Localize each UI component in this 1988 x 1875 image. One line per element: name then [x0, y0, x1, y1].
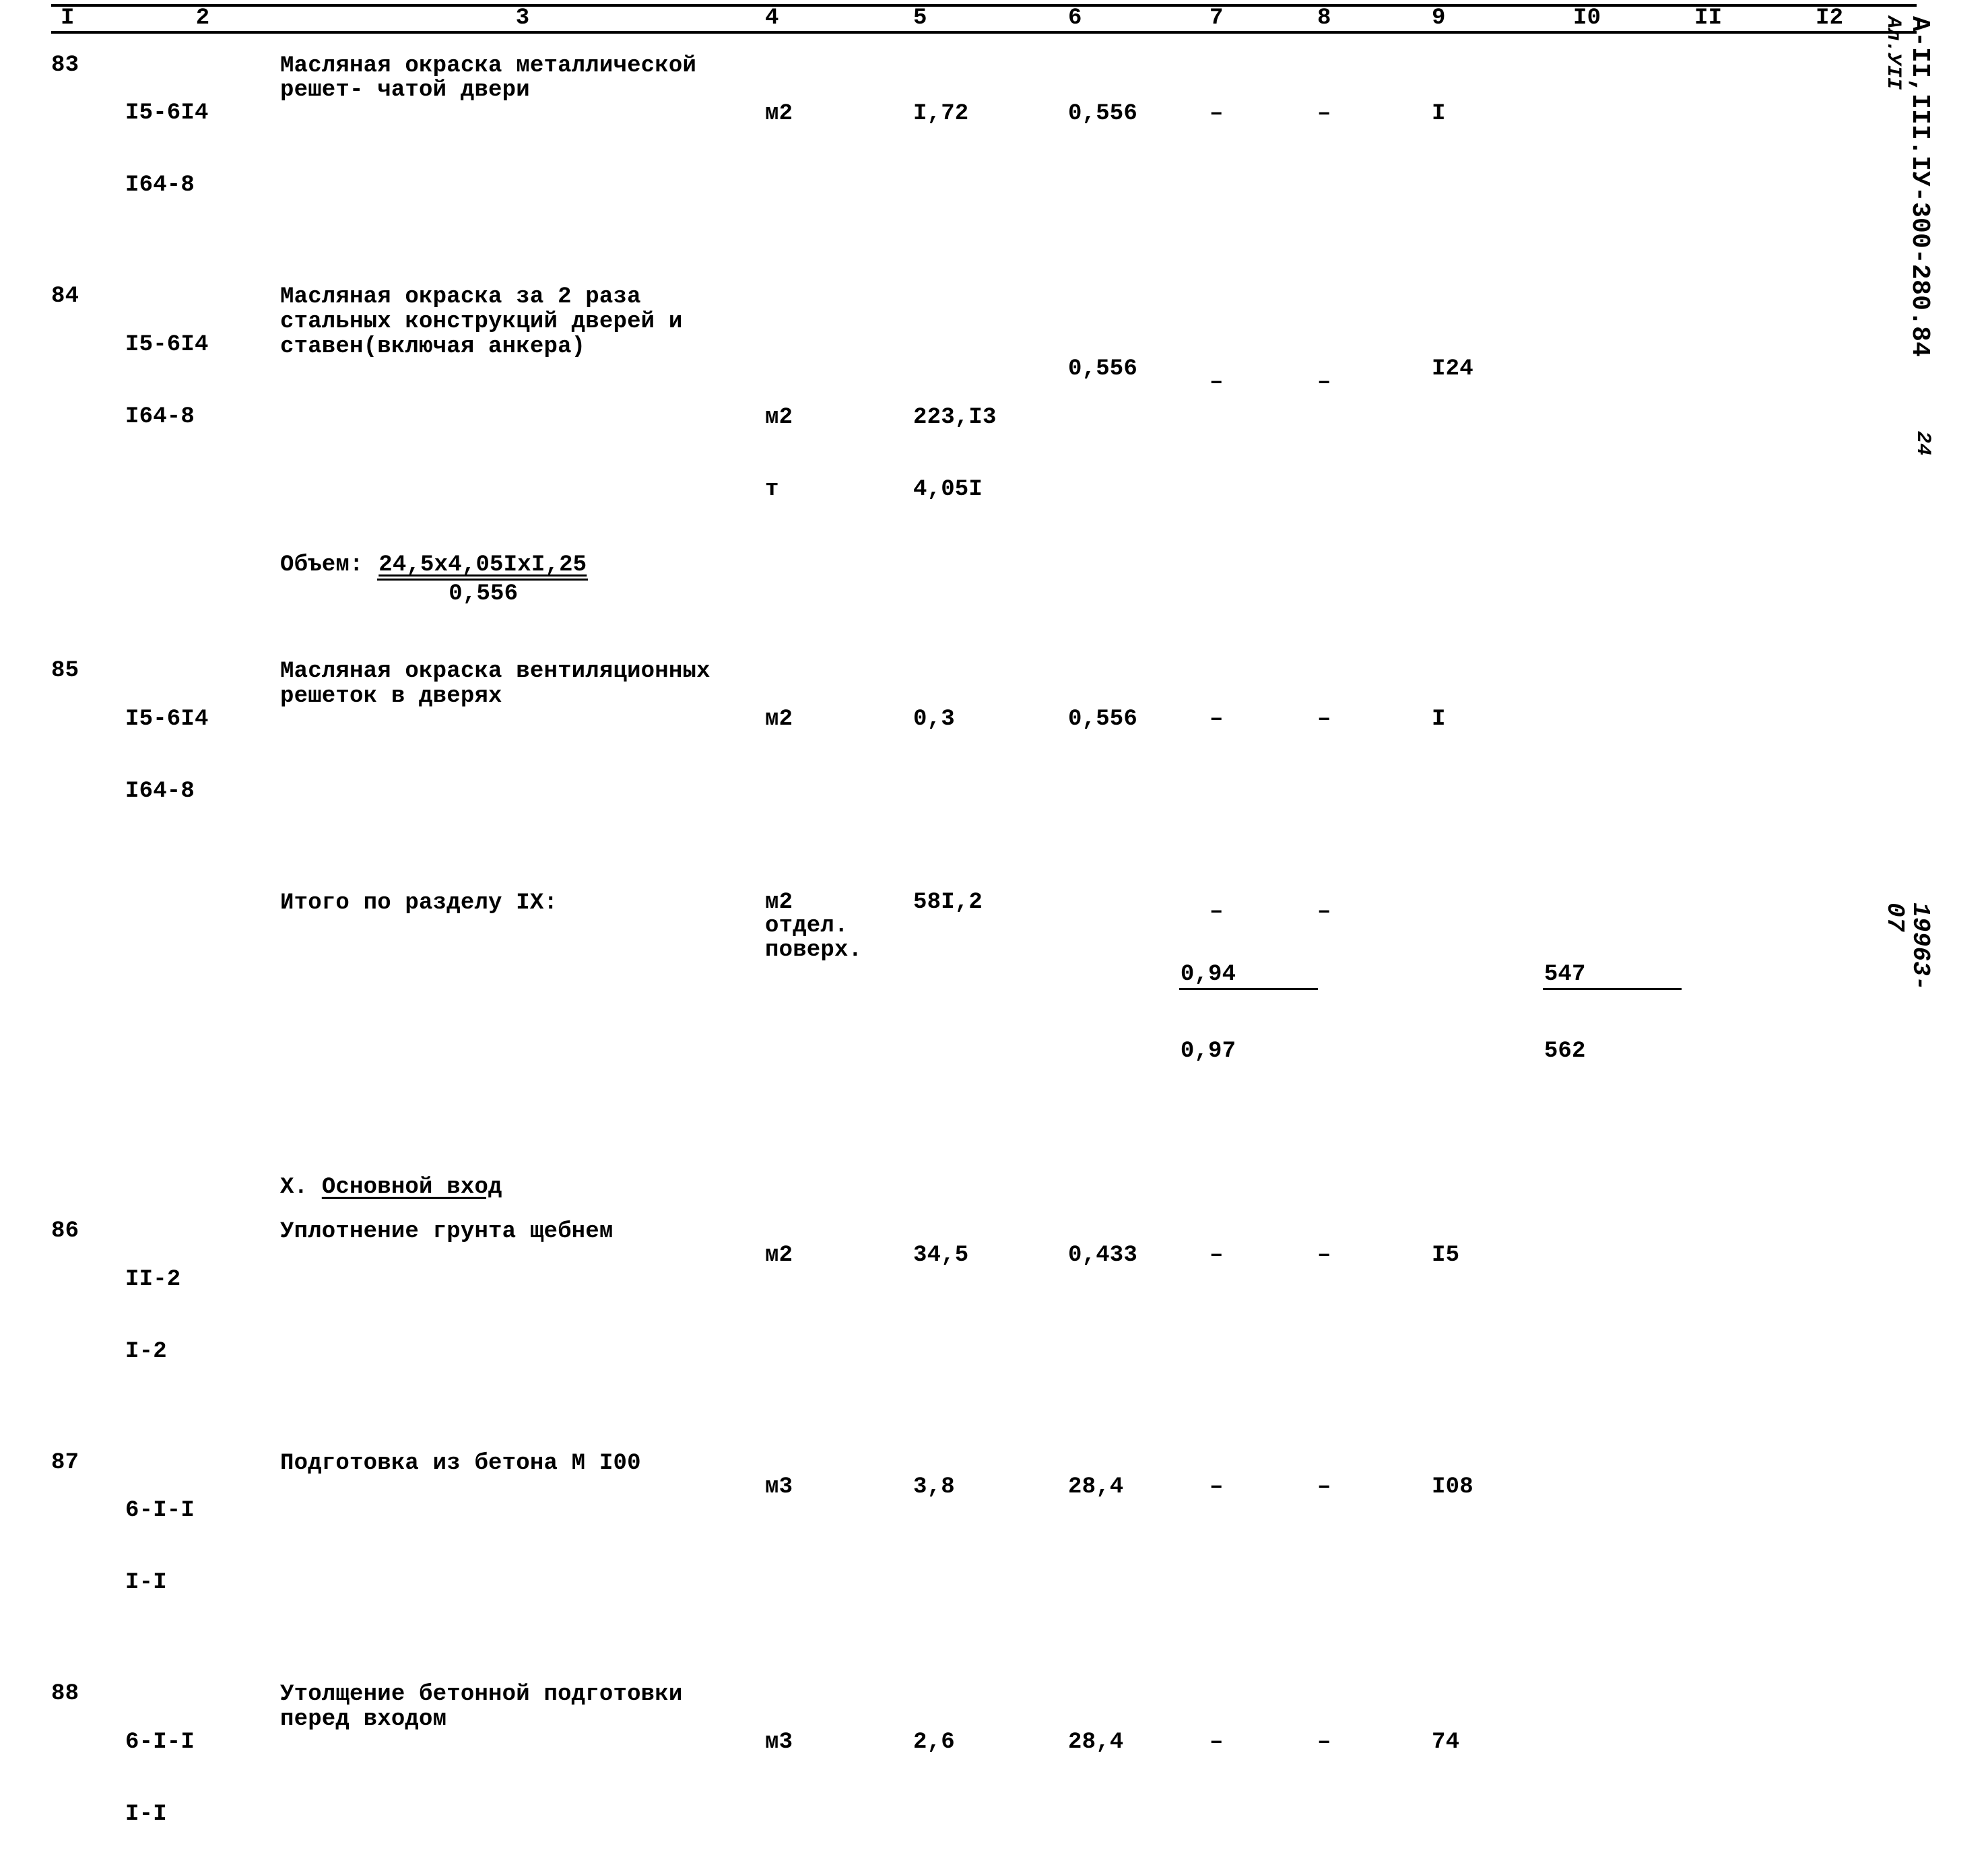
description: Утолщение бетонной подготовки перед вход…	[280, 1682, 765, 1875]
col-5: 5	[913, 5, 927, 31]
col-12: I2	[1816, 5, 1843, 31]
table-row-volume: Объем: 24,5х4,05IхI,25 0,556	[51, 550, 1917, 607]
volume-den: 0,556	[377, 581, 588, 607]
code-a: I5-6I4	[125, 708, 280, 732]
col9: I	[1432, 54, 1573, 246]
col9: I08	[1432, 1451, 1573, 1644]
rate: 0,556	[1068, 54, 1210, 246]
col9: I	[1432, 659, 1573, 852]
col7: –	[1210, 1682, 1317, 1875]
table-row: 88 6-I-I I-I Утолщение бетонной подготов…	[51, 1682, 1917, 1875]
col8: –	[1317, 54, 1432, 246]
col-10: I0	[1573, 5, 1601, 31]
row-number: 85	[51, 659, 125, 852]
code-a: 6-I-I	[125, 1499, 280, 1523]
code-b: I-I	[125, 1571, 280, 1596]
unit-top: м2	[765, 406, 913, 430]
unit: м3	[765, 1682, 913, 1875]
rate: 28,4	[1068, 1451, 1210, 1644]
code-a: 6-I-I	[125, 1731, 280, 1755]
row-number: 87	[51, 1451, 125, 1644]
col7: –	[1210, 659, 1317, 852]
table-row: 84 I5-6I4 I64-8 Масляная окраска за 2 ра…	[51, 285, 1917, 550]
section-heading-row: X. Основной вход	[51, 1175, 1917, 1200]
col7: –	[1210, 1451, 1317, 1644]
itogo-rate-n: 0,94	[1179, 963, 1318, 991]
unit-bot: т	[765, 478, 913, 502]
col-6: 6	[1068, 5, 1082, 31]
rate: 0,556	[1068, 659, 1210, 852]
itogo-qty: 58I,2	[913, 891, 1068, 1136]
description: Подготовка из бетона М I00	[280, 1451, 765, 1644]
table-row: 86 II-2 I-2 Уплотнение грунта щебнем м2 …	[51, 1220, 1917, 1412]
estimate-table: I 2 3 4 5 6 7 8 9 I0 II I2 83 I5-6I4 I64…	[51, 4, 1917, 1875]
section-x-title: Основной вход	[322, 1175, 502, 1200]
itogo-unit: м2 отдел. поверх.	[765, 891, 913, 1136]
itogo-rate-d: 0,97	[1179, 1039, 1318, 1064]
col7: –	[1210, 285, 1317, 550]
code-b: I64-8	[125, 405, 280, 430]
col-9: 9	[1432, 5, 1446, 31]
table-row: 87 6-I-I I-I Подготовка из бетона М I00 …	[51, 1451, 1917, 1644]
col-2: 2	[196, 5, 210, 31]
document-page: А-II,III.IУ-300-280.84 Ал.УII 24 19963-0…	[0, 0, 1988, 1274]
unit: м2	[765, 1220, 913, 1412]
row-number: 86	[51, 1220, 125, 1412]
unit: м2	[765, 54, 913, 246]
section-total-row: Итого по разделу IX: м2 отдел. поверх. 5…	[51, 891, 1917, 1136]
qty-top: 223,I3	[913, 406, 1068, 430]
rate: 28,4	[1068, 1682, 1210, 1875]
volume-num: 24,5х4,05IхI,25	[377, 553, 588, 581]
qty: 3,8	[913, 1451, 1068, 1644]
col-8: 8	[1317, 5, 1331, 31]
table-row: 85 I5-6I4 I64-8 Масляная окраска вентиля…	[51, 659, 1917, 852]
col9: I24	[1432, 285, 1573, 550]
code-a: II-2	[125, 1268, 280, 1292]
col-7: 7	[1210, 5, 1224, 31]
table-row: 83 I5-6I4 I64-8 Масляная окраска металли…	[51, 54, 1917, 246]
rate: 0,556	[1068, 285, 1210, 550]
qty: 34,5	[913, 1220, 1068, 1412]
rate: 0,433	[1068, 1220, 1210, 1412]
code-b: I64-8	[125, 780, 280, 804]
header-row: I 2 3 4 5 6 7 8 9 I0 II I2	[51, 7, 1917, 31]
itogo-c9-n: 547	[1543, 963, 1682, 991]
code-a: I5-6I4	[125, 333, 280, 358]
row-number: 88	[51, 1682, 125, 1875]
code-b: I-I	[125, 1803, 280, 1827]
description: Масляная окраска за 2 раза стальных конс…	[280, 285, 765, 550]
col8: –	[1317, 285, 1432, 550]
qty: I,72	[913, 54, 1068, 246]
col8: –	[1317, 659, 1432, 852]
unit: м3	[765, 1451, 913, 1644]
description: Масляная окраска вентиляционных решеток …	[280, 659, 765, 852]
description: Масляная окраска металлической решет- ча…	[280, 54, 765, 246]
description: Уплотнение грунта щебнем	[280, 1220, 765, 1412]
code-b: I-2	[125, 1340, 280, 1364]
code-b: I64-8	[125, 174, 280, 198]
col7: –	[1210, 1220, 1317, 1412]
col8: –	[1317, 1451, 1432, 1644]
itogo-label: Итого по разделу IX:	[280, 891, 765, 1136]
col8: –	[1317, 1220, 1432, 1412]
col9: I5	[1432, 1220, 1573, 1412]
col-1: I	[61, 5, 75, 31]
itogo-c8: –	[1317, 891, 1432, 1136]
col8: –	[1317, 1682, 1432, 1875]
col-4: 4	[765, 5, 779, 31]
row-number: 83	[51, 54, 125, 246]
col9: 74	[1432, 1682, 1573, 1875]
col-11: II	[1694, 5, 1722, 31]
qty: 2,6	[913, 1682, 1068, 1875]
itogo-c9-d: 562	[1543, 1039, 1682, 1064]
volume-label: Объем:	[280, 552, 377, 578]
code-a: I5-6I4	[125, 102, 280, 126]
unit: м2	[765, 659, 913, 852]
row-number: 84	[51, 285, 125, 550]
col7: –	[1210, 54, 1317, 246]
col-3: 3	[516, 5, 530, 31]
qty-bot: 4,05I	[913, 478, 1068, 502]
qty: 0,3	[913, 659, 1068, 852]
